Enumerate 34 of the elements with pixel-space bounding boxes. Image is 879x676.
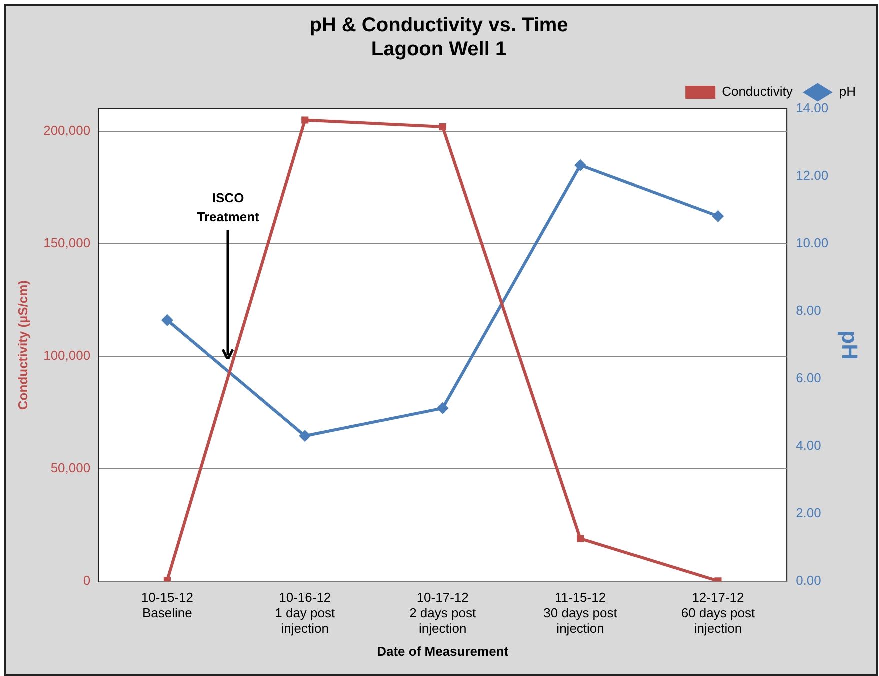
legend-label: Conductivity [722, 84, 794, 100]
y2-tick-label: 14.00 [796, 100, 829, 116]
chart-subtitle: Lagoon Well 1 [371, 38, 507, 61]
y-axis-title: Conductivity (µS/cm) [15, 280, 30, 410]
point [439, 123, 446, 131]
y-tick-label: 200,000 [44, 123, 91, 138]
y2-axis-title: pH [838, 330, 863, 360]
x-tick-label: 10-16-12 1 day post injection [275, 590, 336, 636]
y2-tick-label: 0.00 [796, 573, 822, 588]
y-tick-label: 150,000 [44, 236, 91, 251]
annotation: ISCO Treatment [197, 190, 260, 224]
chart-title: pH & Conductivity vs. Time [310, 14, 568, 37]
y2-tick-label: 10.00 [796, 236, 829, 251]
y-tick-label: 50,000 [50, 460, 91, 476]
point [712, 210, 724, 222]
x-tick-label: 11-15-12 30 days post injection [544, 590, 618, 636]
y2-tick-label: 6.00 [796, 370, 822, 386]
point [436, 402, 449, 414]
x-tick-label: 10-15-12 Baseline [141, 590, 194, 621]
y2-tick-label: 4.00 [796, 438, 822, 454]
point [302, 116, 309, 124]
x-axis-title: Date of Measurement [377, 644, 510, 659]
point [576, 535, 584, 542]
y2-tick-label: 12.00 [796, 168, 829, 184]
x-tick-label: 12-17-12 60 days post injection [681, 590, 756, 636]
legend-label: pH [839, 84, 856, 100]
point [574, 159, 587, 172]
y2-tick-label: 8.00 [796, 303, 822, 318]
y-tick-label: 0 [83, 573, 91, 588]
point [161, 314, 174, 326]
x-tick-label: 10-17-12 2 days post injection [410, 590, 476, 636]
y-tick-label: 100,000 [44, 348, 91, 364]
point [299, 430, 312, 442]
y2-tick-label: 2.00 [796, 506, 822, 521]
